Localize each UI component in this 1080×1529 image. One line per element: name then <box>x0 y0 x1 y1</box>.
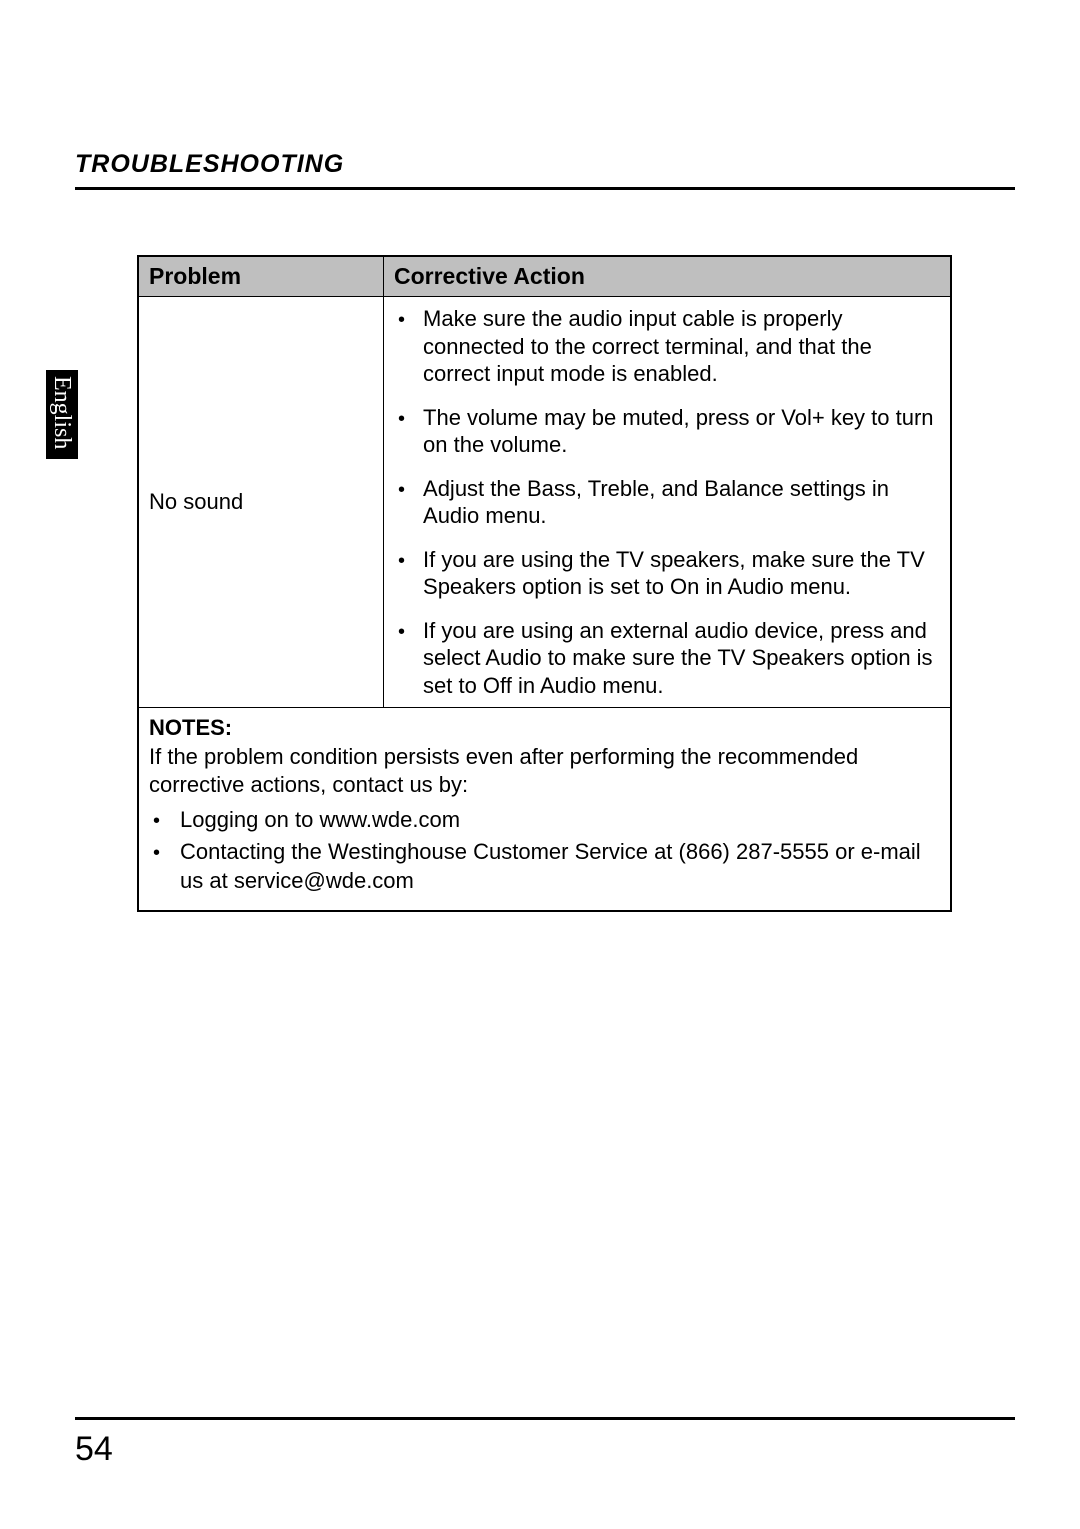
bullet-icon: • <box>398 617 405 645</box>
action-cell: • Make sure the audio input cable is pro… <box>384 297 951 708</box>
troubleshooting-table: Problem Corrective Action No sound • Mak… <box>137 255 952 912</box>
notes-intro-block: NOTES: If the problem condition persists… <box>149 714 940 800</box>
page-content: TROUBLESHOOTING Problem Corrective Actio… <box>75 150 1015 912</box>
bullet-icon: • <box>398 475 405 503</box>
notes-bullet-item: • Logging on to www.wde.com <box>153 806 940 835</box>
bullet-icon: • <box>398 546 405 574</box>
bullet-icon: • <box>398 305 405 333</box>
action-item: • The volume may be muted, press or Vol+… <box>384 396 950 467</box>
page-number: 54 <box>75 1430 1015 1469</box>
title-rule <box>75 187 1015 190</box>
action-item: • Adjust the Bass, Treble, and Balance s… <box>384 467 950 538</box>
action-text: Adjust the Bass, Treble, and Balance set… <box>423 475 938 530</box>
bullet-icon: • <box>153 838 160 895</box>
footer: 54 <box>75 1417 1015 1469</box>
bullet-icon: • <box>153 806 160 835</box>
section-title: TROUBLESHOOTING <box>75 150 1015 179</box>
notes-cell: NOTES: If the problem condition persists… <box>139 708 951 911</box>
language-tab: English <box>46 370 78 459</box>
action-text: If you are using the TV speakers, make s… <box>423 546 938 601</box>
notes-intro-text: If the problem condition persists even a… <box>149 744 858 798</box>
notes-row: NOTES: If the problem condition persists… <box>139 708 951 911</box>
footer-rule <box>75 1417 1015 1420</box>
header-action: Corrective Action <box>384 257 951 297</box>
notes-bullet-item: • Contacting the Westinghouse Customer S… <box>153 838 940 895</box>
action-text: The volume may be muted, press or Vol+ k… <box>423 404 938 459</box>
action-item: • If you are using the TV speakers, make… <box>384 538 950 609</box>
notes-label: NOTES: <box>149 715 232 740</box>
table-row: No sound • Make sure the audio input cab… <box>139 297 951 708</box>
bullet-icon: • <box>398 404 405 432</box>
notes-item-text: Contacting the Westinghouse Customer Ser… <box>180 838 940 895</box>
action-item: • If you are using an external audio dev… <box>384 609 950 708</box>
action-text: If you are using an external audio devic… <box>423 617 938 700</box>
action-item: • Make sure the audio input cable is pro… <box>384 297 950 396</box>
notes-bullets: • Logging on to www.wde.com • Contacting… <box>149 806 940 896</box>
problem-cell: No sound <box>139 297 384 708</box>
table-header-row: Problem Corrective Action <box>139 257 951 297</box>
header-problem: Problem <box>139 257 384 297</box>
notes-item-text: Logging on to www.wde.com <box>180 806 460 835</box>
action-text: Make sure the audio input cable is prope… <box>423 305 938 388</box>
